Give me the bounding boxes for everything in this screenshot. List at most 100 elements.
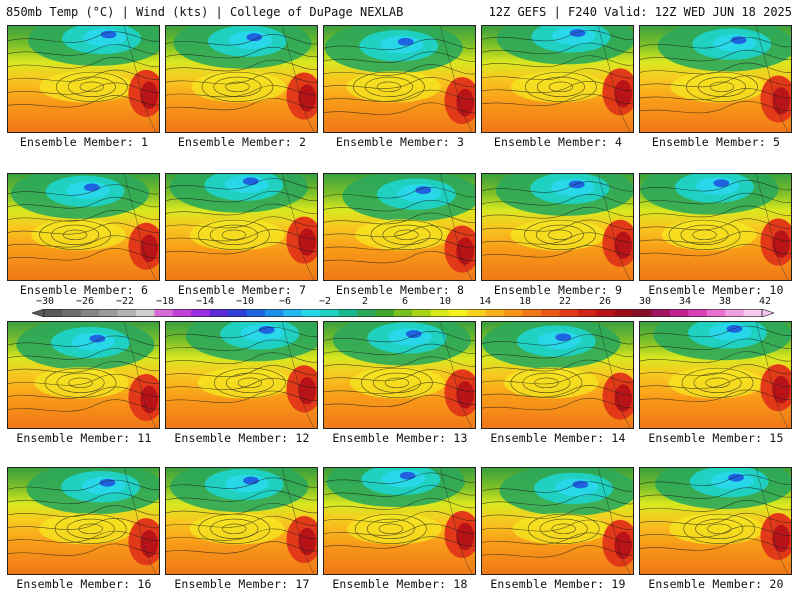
colorbar-swatch	[504, 309, 524, 317]
temperature-colorbar	[32, 309, 774, 317]
colorbar-tick-label: −14	[195, 296, 215, 307]
ensemble-member-label: Ensemble Member: 9	[493, 283, 623, 297]
ensemble-member-label: Ensemble Member: 13	[332, 431, 468, 445]
colorbar-swatch	[706, 309, 726, 317]
temperature-field	[166, 468, 317, 574]
ensemble-member-label: Ensemble Member: 8	[335, 283, 465, 297]
ensemble-member-label: Ensemble Member: 6	[19, 283, 149, 297]
header: 850mb Temp (°C) | Wind (kts) | College o…	[0, 0, 800, 24]
ensemble-member-label: Ensemble Member: 3	[335, 135, 465, 149]
temperature-field	[324, 322, 475, 428]
temperature-field	[8, 174, 159, 280]
colorbar-swatch	[283, 309, 303, 317]
ensemble-member-label: Ensemble Member: 20	[648, 577, 784, 591]
page-title: 850mb Temp (°C) | Wind (kts) | College o…	[6, 5, 404, 19]
colorbar-swatch	[614, 309, 634, 317]
run-valid-time: 12Z GEFS | F240 Valid: 12Z WED JUN 18 20…	[488, 5, 792, 19]
colorbar-frame	[43, 309, 763, 317]
colorbar-tick-label: −2	[318, 296, 332, 307]
colorbar-tick-label: 42	[758, 296, 772, 307]
colorbar-swatch	[596, 309, 616, 317]
ensemble-member-label: Ensemble Member: 17	[174, 577, 310, 591]
temperature-field	[8, 322, 159, 428]
ensemble-member-map	[7, 173, 160, 281]
colorbar-tick-label: 30	[638, 296, 652, 307]
temperature-field	[8, 468, 159, 574]
colorbar-swatch	[522, 309, 542, 317]
colorbar-tick-label: 18	[518, 296, 532, 307]
colorbar-swatch	[172, 309, 192, 317]
colorbar-min-arrow	[32, 309, 45, 317]
colorbar-swatch	[375, 309, 395, 317]
colorbar-swatch	[577, 309, 597, 317]
temperature-field	[640, 26, 791, 132]
colorbar-swatch	[559, 309, 579, 317]
colorbar-swatch	[117, 309, 137, 317]
ensemble-member-map	[481, 173, 634, 281]
colorbar-swatch	[301, 309, 321, 317]
colorbar-swatch	[80, 309, 100, 317]
colorbar-tick-label: 22	[558, 296, 572, 307]
colorbar-swatch	[430, 309, 450, 317]
ensemble-member-map	[165, 467, 318, 575]
ensemble-member-label: Ensemble Member: 18	[332, 577, 468, 591]
ensemble-member-map	[323, 173, 476, 281]
colorbar-swatch	[412, 309, 432, 317]
colorbar-swatch	[136, 309, 155, 317]
temperature-field	[8, 26, 159, 132]
temperature-field	[166, 26, 317, 132]
colorbar-tick-label: 6	[401, 296, 409, 307]
colorbar-tick-label: 10	[438, 296, 452, 307]
ensemble-member-label: Ensemble Member: 15	[648, 431, 784, 445]
colorbar-tick-label: −30	[35, 296, 55, 307]
colorbar-swatch	[62, 309, 82, 317]
ensemble-member-map	[639, 467, 792, 575]
colorbar-swatch	[320, 309, 340, 317]
ensemble-member-label: Ensemble Member: 1	[19, 135, 149, 149]
ensemble-member-map	[165, 25, 318, 133]
colorbar-swatch	[154, 309, 174, 317]
temperature-field	[324, 468, 475, 574]
temperature-field	[482, 26, 633, 132]
ensemble-member-map	[639, 25, 792, 133]
ensemble-member-map	[481, 321, 634, 429]
ensemble-member-map	[7, 25, 160, 133]
colorbar-swatch	[393, 309, 413, 317]
temperature-field	[166, 322, 317, 428]
temperature-field	[324, 26, 475, 132]
ensemble-member-map	[7, 467, 160, 575]
colorbar-swatch	[264, 309, 284, 317]
colorbar-tick-label: 26	[598, 296, 612, 307]
colorbar-max-arrow	[761, 309, 774, 317]
colorbar-tick-label: −18	[155, 296, 175, 307]
ensemble-member-label: Ensemble Member: 11	[16, 431, 152, 445]
colorbar-tick-label: −6	[278, 296, 292, 307]
ensemble-member-label: Ensemble Member: 2	[177, 135, 307, 149]
colorbar-tick-label: −26	[75, 296, 95, 307]
colorbar-swatch	[449, 309, 468, 317]
colorbar-swatch	[688, 309, 708, 317]
colorbar-swatch	[633, 309, 653, 317]
colorbar-labels: −30 −26 −22 −18 −14 −10 −6 −2 2 6 10 14 18 22 26 30 34 38…	[0, 296, 800, 308]
ensemble-member-label: Ensemble Member: 16	[16, 577, 152, 591]
ensemble-member-map	[639, 321, 792, 429]
temperature-field	[324, 174, 475, 280]
colorbar-swatch	[356, 309, 376, 317]
ensemble-member-map	[165, 173, 318, 281]
colorbar-swatch	[743, 309, 763, 317]
colorbar-swatch	[246, 309, 266, 317]
ensemble-member-label: Ensemble Member: 19	[490, 577, 626, 591]
temperature-field	[640, 174, 791, 280]
colorbar-swatch	[541, 309, 560, 317]
colorbar-swatch	[191, 309, 211, 317]
colorbar-tick-label: 2	[361, 296, 369, 307]
ensemble-member-map	[639, 173, 792, 281]
temperature-field	[640, 322, 791, 428]
ensemble-member-label: Ensemble Member: 10	[648, 283, 784, 297]
ensemble-member-label: Ensemble Member: 12	[174, 431, 310, 445]
colorbar-swatch	[99, 309, 119, 317]
colorbar-swatch	[651, 309, 671, 317]
colorbar-swatch	[228, 309, 248, 317]
colorbar-tick-label: −22	[115, 296, 135, 307]
colorbar-tick-label: 34	[678, 296, 692, 307]
